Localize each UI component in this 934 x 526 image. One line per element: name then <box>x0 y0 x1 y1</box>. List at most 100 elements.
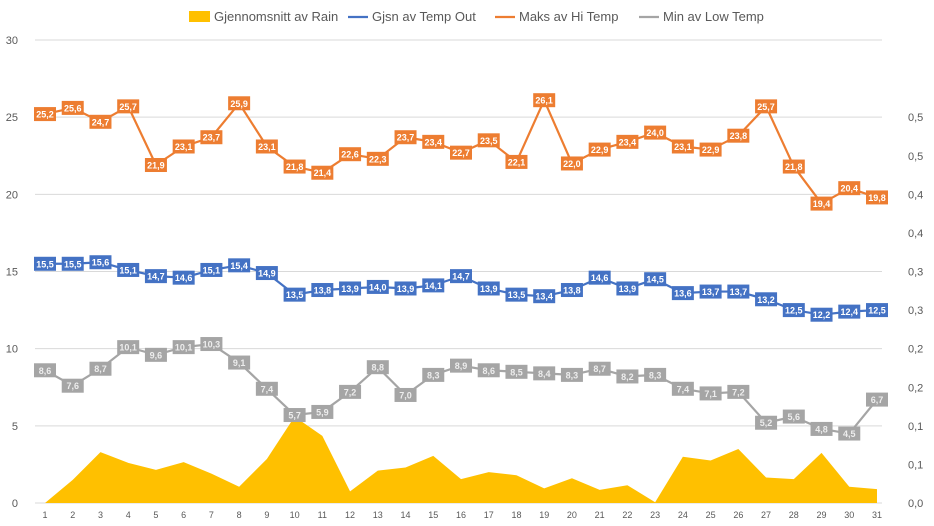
data-label-box <box>782 409 805 424</box>
x-tick-label: 22 <box>622 510 632 520</box>
data-label: 8,3 <box>649 370 662 380</box>
data-label-box <box>422 134 445 149</box>
data-label: 13,8 <box>563 286 581 296</box>
data-label: 13,7 <box>730 287 748 297</box>
data-label: 10,1 <box>119 343 137 353</box>
data-label-box <box>699 284 722 299</box>
data-label: 14,0 <box>369 282 387 292</box>
data-label: 13,8 <box>314 286 332 296</box>
data-label: 14,9 <box>258 269 276 279</box>
data-label-box <box>588 361 611 376</box>
data-label-box <box>200 262 223 277</box>
data-label: 13,9 <box>619 284 637 294</box>
data-label-box <box>311 165 334 180</box>
data-label-box <box>699 142 722 157</box>
data-label-box <box>810 307 833 322</box>
y-left-tick-label: 30 <box>6 35 18 47</box>
data-label-box <box>450 269 472 284</box>
data-label: 15,1 <box>119 265 137 275</box>
x-tick-label: 30 <box>844 510 854 520</box>
data-label: 15,5 <box>64 259 82 269</box>
data-label-box <box>172 340 195 355</box>
data-label-box <box>200 337 223 352</box>
data-label-box <box>394 387 417 402</box>
data-label-box <box>117 340 140 355</box>
y-right-tick-label: 0,4 <box>908 228 923 240</box>
x-tick-label: 3 <box>98 510 103 520</box>
x-tick-label: 17 <box>484 510 494 520</box>
data-label-box <box>810 421 833 436</box>
x-tick-label: 10 <box>290 510 300 520</box>
data-label: 14,1 <box>425 281 443 291</box>
data-label: 21,8 <box>286 162 304 172</box>
y-right-tick-label: 0,1 <box>908 459 923 471</box>
data-label-box <box>699 386 722 401</box>
data-label: 20,4 <box>841 184 859 194</box>
y-axis-left: 0 5 10 15 20 25 30 <box>6 35 18 510</box>
y-axis-right: 0,0 0,1 0,1 0,2 0,2 0,3 0,3 0,4 0,4 0,5 0,5 <box>908 112 923 510</box>
data-label: 14,5 <box>646 275 664 285</box>
data-label-box <box>727 128 750 143</box>
data-label-box <box>533 366 556 381</box>
data-label: 5,6 <box>788 412 801 422</box>
data-label: 9,6 <box>150 350 163 360</box>
data-label-box <box>172 139 195 154</box>
data-label: 7,2 <box>732 387 745 397</box>
data-label: 8,7 <box>94 364 107 374</box>
y-right-tick-label: 0,2 <box>908 382 923 394</box>
data-label-box <box>144 347 167 362</box>
data-label: 24,0 <box>646 128 664 138</box>
data-label-box <box>450 358 472 373</box>
legend-entry: Maks av Hi Temp <box>519 9 618 24</box>
data-labels: 15,5 15,5 15,6 15,1 14,7 14,6 15,1 15,4 14,9 13,5… <box>34 93 888 441</box>
data-label-box <box>560 283 583 298</box>
data-label-box <box>311 404 334 419</box>
data-label-box <box>727 284 750 299</box>
data-label: 25,7 <box>119 102 137 112</box>
data-label-box <box>422 367 445 382</box>
data-label-box <box>283 159 306 174</box>
series-line <box>44 342 878 435</box>
data-label: 23,1 <box>674 142 692 152</box>
data-label: 6,7 <box>871 395 884 405</box>
data-label-box <box>838 181 861 196</box>
x-tick-label: 27 <box>761 510 771 520</box>
y-right-tick-label: 0,3 <box>908 305 923 317</box>
y-right-tick-label: 0,3 <box>908 267 923 279</box>
data-label: 22,9 <box>591 145 609 155</box>
data-label: 22,6 <box>341 150 359 160</box>
data-label-box <box>560 156 583 171</box>
data-label-box <box>172 270 195 285</box>
data-label-box <box>89 114 112 129</box>
rain-area-series <box>45 416 877 503</box>
data-label: 12,5 <box>868 306 886 316</box>
data-label: 8,2 <box>621 372 634 382</box>
data-label: 23,5 <box>480 136 498 146</box>
data-label-box <box>450 145 472 160</box>
data-label-box <box>533 93 556 108</box>
data-label: 21,9 <box>147 161 165 171</box>
data-label: 22,3 <box>369 154 387 164</box>
data-label: 8,4 <box>538 369 551 379</box>
data-label-box <box>866 303 888 318</box>
x-tick-label: 29 <box>817 510 827 520</box>
data-label-box <box>644 367 667 382</box>
data-label: 7,6 <box>66 381 79 391</box>
data-label-box <box>366 151 389 166</box>
data-label-box <box>560 367 583 382</box>
data-label: 22,9 <box>702 145 720 155</box>
data-label: 7,2 <box>344 387 357 397</box>
legend-entry: Min av Low Temp <box>663 9 764 24</box>
data-label: 25,9 <box>230 99 248 109</box>
data-label: 8,7 <box>593 364 606 374</box>
data-label: 21,8 <box>785 162 803 172</box>
data-label: 7,0 <box>399 390 412 400</box>
x-tick-label: 14 <box>401 510 411 520</box>
data-label-box <box>644 125 667 140</box>
data-label-box <box>200 130 223 145</box>
data-label: 9,1 <box>233 358 246 368</box>
data-label-box <box>283 287 306 302</box>
data-label-box <box>144 269 167 284</box>
data-label-box <box>339 384 362 399</box>
